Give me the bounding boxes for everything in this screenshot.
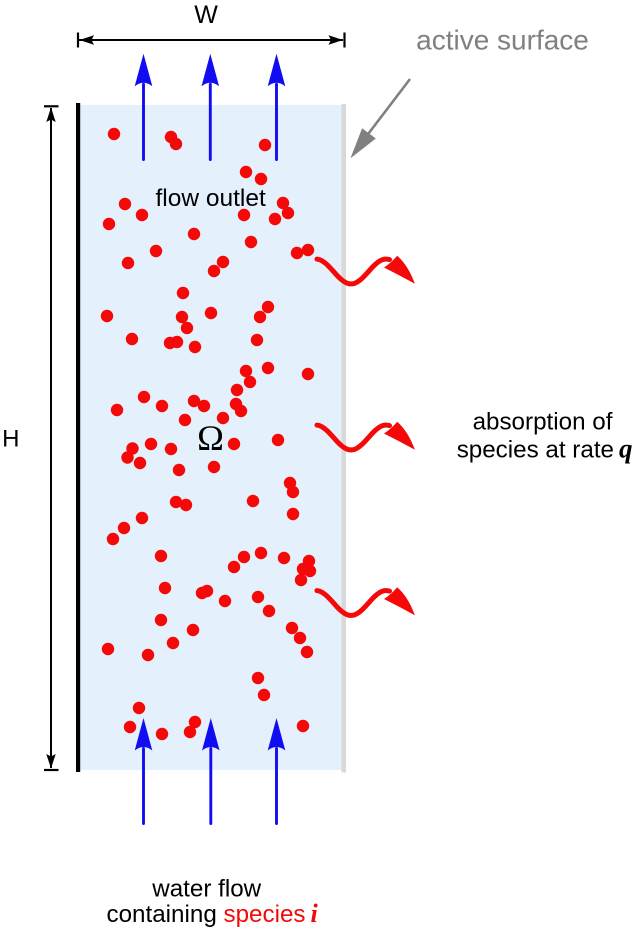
svg-text:active surface: active surface <box>416 25 589 56</box>
svg-text:water flow: water flow <box>151 876 261 903</box>
svg-text:H: H <box>2 426 19 453</box>
svg-text:absorption of: absorption of <box>473 409 613 436</box>
svg-text:W: W <box>194 1 218 29</box>
svg-text:flow outlet: flow outlet <box>155 185 266 212</box>
svg-text:Ω: Ω <box>197 418 224 458</box>
